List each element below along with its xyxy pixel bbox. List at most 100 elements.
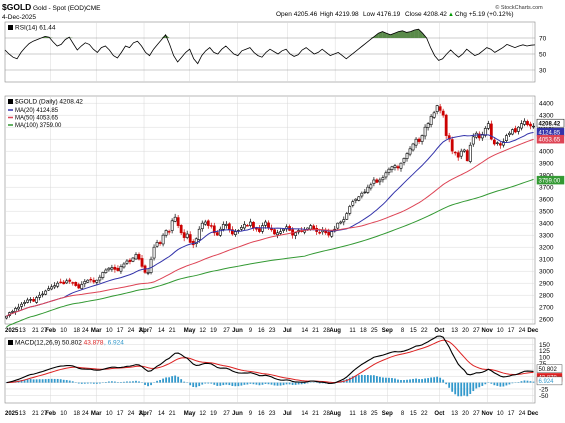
macd-histogram-bar	[412, 378, 414, 383]
candle-body	[128, 259, 132, 262]
macd-histogram-bar	[397, 379, 399, 383]
x-axis-label-macd: 13	[19, 411, 26, 417]
x-axis-label-macd: 25	[371, 411, 378, 417]
macd-histogram-bar	[391, 378, 393, 383]
macd-histogram-bar	[132, 381, 134, 383]
candle-body	[86, 279, 90, 283]
candle-body	[393, 165, 397, 168]
macd-histogram-bar	[454, 382, 457, 395]
candle-body	[167, 231, 171, 233]
candle-body	[221, 224, 225, 230]
price-axis-tick: 2900	[539, 281, 554, 288]
macd-histogram-bar	[216, 382, 219, 386]
macd-histogram-bar	[210, 382, 213, 384]
candle-body	[14, 308, 17, 312]
rsi-axis-tick: 30	[539, 68, 547, 75]
macd-histogram-bar	[126, 381, 128, 383]
x-axis-label-macd: May	[184, 411, 196, 417]
x-axis-label-macd: 10	[60, 411, 67, 417]
candle-body	[62, 281, 66, 285]
price-axis-tick: 3000	[539, 269, 554, 276]
price-axis-tick: 3700	[539, 185, 554, 192]
macd-histogram-bar	[123, 381, 125, 383]
macd-histogram-tag-box	[536, 376, 563, 386]
x-axis-label-macd: 24	[82, 411, 89, 417]
candle-body	[131, 257, 135, 262]
macd-histogram-bar	[168, 377, 171, 383]
x-axis-label-price: Apr	[139, 328, 150, 334]
macd-histogram-bar	[297, 382, 300, 385]
macd-histogram-bar	[279, 382, 282, 386]
macd-histogram-bar	[369, 375, 372, 383]
macd-histogram-bar	[207, 382, 210, 384]
macd-value-tag-box	[536, 364, 563, 373]
watermark: © StockCharts.com	[495, 4, 543, 11]
macd-histogram-bar	[29, 378, 32, 383]
instrument-name: Gold - Spot (EOD)	[33, 5, 86, 12]
ma100-value-tag-box	[536, 175, 565, 185]
macd-histogram-bar	[201, 382, 204, 385]
candle-body	[520, 123, 523, 129]
ma50-line	[6, 138, 534, 317]
candle-body	[402, 158, 406, 163]
x-axis-label-price: Sep	[382, 328, 393, 334]
candle-body	[29, 299, 32, 301]
macd-histogram-bar	[306, 382, 309, 384]
candle-body	[32, 299, 36, 302]
macd-histogram-bar	[351, 376, 354, 383]
ma100-line	[6, 178, 534, 328]
candle-body	[68, 279, 72, 282]
macd-axis-tick: 150	[539, 342, 550, 349]
macd-histogram-bar	[111, 381, 113, 383]
candle-body	[98, 276, 102, 281]
macd-histogram-bar	[403, 380, 405, 383]
macd-histogram-bar	[129, 381, 131, 383]
candle-body	[92, 280, 96, 283]
macd-histogram-bar	[469, 382, 472, 395]
candle-body	[420, 135, 424, 142]
candle-body	[523, 120, 526, 125]
candle-body	[152, 246, 156, 259]
candle-body	[116, 267, 120, 271]
x-axis-label-macd: 22	[421, 411, 428, 417]
macd-histogram-bar	[107, 381, 110, 383]
x-axis-label-price: Dec	[527, 328, 539, 334]
x-axis-label-macd: 27	[41, 411, 48, 417]
macd-histogram-bar	[445, 382, 448, 385]
macd-legend: MACD(12,26,9) 50.802	[15, 340, 82, 347]
candle-body	[176, 217, 180, 226]
macd-histogram-bar	[303, 382, 306, 384]
candle-body	[318, 232, 322, 234]
x-axis-label-macd: 11	[349, 411, 356, 417]
price-axis-tick: 2800	[539, 293, 554, 300]
x-axis-label-price: Mar	[91, 328, 102, 334]
close-value: Close 4208.42	[405, 11, 447, 18]
rsi-axis-tick: 70	[539, 36, 547, 43]
candle-body	[188, 234, 192, 243]
macd-histogram-bar	[433, 377, 436, 383]
macd-histogram-bar	[363, 375, 366, 383]
candle-body	[125, 260, 129, 264]
price-axis-tick: 2600	[539, 317, 554, 324]
macd-histogram-bar	[448, 382, 451, 388]
ma50-value-tag: 4053.65	[539, 137, 561, 143]
macd-histogram-bar	[138, 381, 140, 383]
macd-histogram-bar	[523, 380, 526, 383]
x-axis-label-macd: 17	[117, 411, 124, 417]
candle-body	[224, 224, 228, 226]
candle-body	[134, 254, 138, 260]
candle-body	[249, 221, 252, 226]
macd-histogram-bar	[162, 378, 164, 383]
candle-body	[357, 196, 361, 201]
candle-body	[348, 206, 352, 214]
candle-body	[330, 231, 334, 237]
candle-body	[137, 254, 141, 260]
candle-body	[110, 267, 114, 270]
candle-body	[41, 293, 45, 296]
candle-body	[264, 221, 267, 226]
candle-body	[414, 138, 418, 146]
x-axis-label-price: 27	[223, 328, 230, 334]
candle-body	[47, 288, 51, 291]
candle-body	[155, 242, 159, 247]
candle-body	[378, 179, 382, 183]
